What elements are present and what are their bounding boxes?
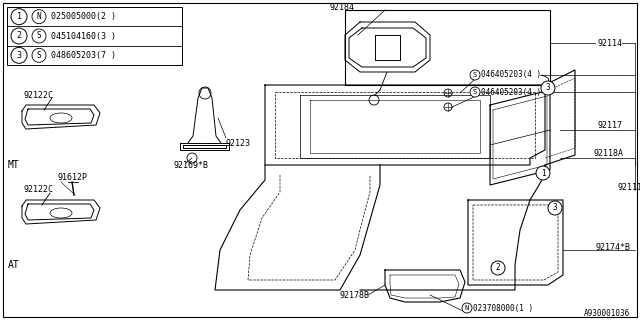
Text: 1: 1 — [17, 12, 22, 21]
Text: 1: 1 — [541, 169, 545, 178]
Text: 92122C: 92122C — [24, 186, 54, 195]
Circle shape — [470, 87, 480, 97]
Text: 045104160(3 ): 045104160(3 ) — [51, 31, 116, 41]
Text: 92114: 92114 — [597, 38, 622, 47]
Text: 2: 2 — [17, 31, 22, 41]
Text: 92111: 92111 — [618, 183, 640, 193]
Bar — [7, 7, 182, 65]
Text: S: S — [36, 31, 42, 41]
Text: 92184: 92184 — [330, 4, 355, 12]
Text: S: S — [473, 72, 477, 78]
Text: 92118A: 92118A — [593, 148, 623, 157]
Text: S: S — [36, 51, 42, 60]
Text: 025005000(2 ): 025005000(2 ) — [51, 12, 116, 21]
Text: S: S — [473, 89, 477, 95]
Text: 048605203(7 ): 048605203(7 ) — [51, 51, 116, 60]
Text: 92123: 92123 — [226, 139, 251, 148]
Text: 046405203(4 ): 046405203(4 ) — [481, 70, 541, 79]
Circle shape — [470, 70, 480, 80]
Circle shape — [548, 201, 562, 215]
Text: 92178B: 92178B — [340, 291, 370, 300]
Text: 2: 2 — [496, 263, 500, 273]
Text: 3: 3 — [17, 51, 22, 60]
Text: 023708000(1 ): 023708000(1 ) — [473, 303, 533, 313]
Text: 92174*B: 92174*B — [595, 244, 630, 252]
Text: AT: AT — [8, 260, 20, 270]
Text: N: N — [465, 305, 469, 311]
Text: 3: 3 — [546, 84, 550, 92]
Text: 92117: 92117 — [597, 121, 622, 130]
Text: 3: 3 — [553, 204, 557, 212]
Text: N: N — [36, 12, 42, 21]
Text: A930001036: A930001036 — [584, 308, 630, 317]
Circle shape — [491, 261, 505, 275]
Text: 046405203(4 ): 046405203(4 ) — [481, 87, 541, 97]
Circle shape — [462, 303, 472, 313]
Bar — [345, 10, 550, 85]
Circle shape — [536, 166, 550, 180]
Text: 91612P: 91612P — [57, 173, 87, 182]
Circle shape — [541, 81, 555, 95]
Text: MT: MT — [8, 160, 20, 170]
Text: 92122C: 92122C — [24, 91, 54, 100]
Text: 92169*B: 92169*B — [173, 162, 208, 171]
